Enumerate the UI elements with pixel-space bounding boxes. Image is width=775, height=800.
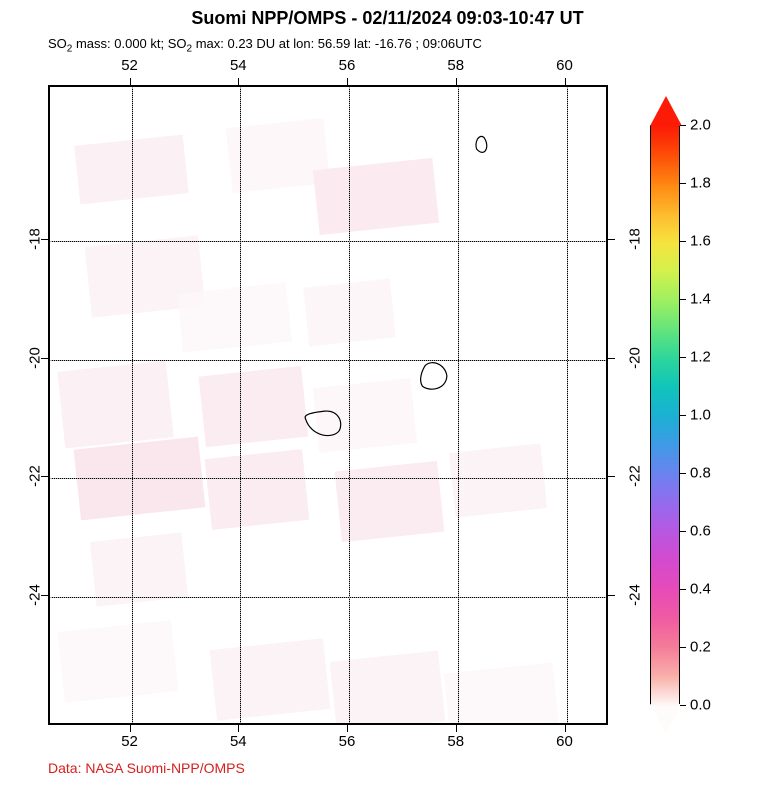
colorbar-tick xyxy=(680,415,686,416)
colorbar-tick-label: 0.2 xyxy=(690,639,711,656)
y-tick-label: -18 xyxy=(26,228,43,250)
colorbar-segment xyxy=(651,184,679,214)
colorbar-tick xyxy=(680,241,686,242)
tick xyxy=(238,78,239,85)
y-tick-label: -22 xyxy=(26,465,43,487)
tick xyxy=(608,239,615,240)
colorbar-tick-label: 0.6 xyxy=(690,523,711,540)
coastlines xyxy=(50,87,608,725)
colorbar-segment xyxy=(651,387,679,417)
x-tick-label: 52 xyxy=(121,733,138,750)
colorbar-segment xyxy=(651,503,679,533)
colorbar-tick xyxy=(680,299,686,300)
x-tick-label: 58 xyxy=(447,733,464,750)
colorbar-segment xyxy=(651,619,679,649)
x-tick-label: 58 xyxy=(447,57,464,74)
island-mauritius xyxy=(421,363,447,390)
y-tick-label: -24 xyxy=(626,584,643,606)
colorbar-segment xyxy=(651,561,679,591)
colorbar-segment xyxy=(651,416,679,446)
colorbar-under-arrow xyxy=(650,704,682,734)
colorbar-tick xyxy=(680,589,686,590)
tick xyxy=(238,725,239,732)
colorbar-tick-label: 0.0 xyxy=(690,697,711,714)
island-reunion xyxy=(305,411,341,435)
x-tick-label: 54 xyxy=(230,57,247,74)
colorbar-tick-label: 1.8 xyxy=(690,175,711,192)
tick xyxy=(130,78,131,85)
colorbar-tick-label: 0.4 xyxy=(690,581,711,598)
colorbar-tick xyxy=(680,357,686,358)
plot-title: Suomi NPP/OMPS - 02/11/2024 09:03-10:47 … xyxy=(191,8,583,29)
data-credit: Data: NASA Suomi-NPP/OMPS xyxy=(48,760,245,776)
x-tick-label: 56 xyxy=(339,57,356,74)
colorbar-tick-label: 2.0 xyxy=(690,117,711,134)
y-tick-label: -18 xyxy=(626,228,643,250)
tick xyxy=(130,725,131,732)
y-tick-label: -20 xyxy=(626,347,643,369)
colorbar-tick-label: 1.4 xyxy=(690,291,711,308)
y-tick-label: -22 xyxy=(626,465,643,487)
colorbar-segment xyxy=(651,358,679,388)
colorbar-tick xyxy=(680,473,686,474)
tick xyxy=(456,725,457,732)
colorbar-segment xyxy=(651,648,679,678)
colorbar-segment xyxy=(651,532,679,562)
colorbar-tick xyxy=(680,531,686,532)
colorbar-tick-label: 1.2 xyxy=(690,349,711,366)
colorbar-segment xyxy=(651,474,679,504)
colorbar-tick-label: 0.8 xyxy=(690,465,711,482)
colorbar-segment xyxy=(651,329,679,359)
y-tick-label: -24 xyxy=(26,584,43,606)
x-tick-label: 52 xyxy=(121,57,138,74)
tick xyxy=(608,595,615,596)
tick xyxy=(347,78,348,85)
y-tick-label: -20 xyxy=(26,347,43,369)
tick xyxy=(608,358,615,359)
colorbar-tick-label: 1.6 xyxy=(690,233,711,250)
island-rodrigues xyxy=(476,136,487,152)
map-plot-area xyxy=(48,85,608,725)
colorbar: PCA SO₂ column TRM [DU] 0.00.20.40.60.81… xyxy=(650,95,760,735)
colorbar-segment xyxy=(651,213,679,243)
tick xyxy=(347,725,348,732)
colorbar-tick-label: 1.0 xyxy=(690,407,711,424)
x-tick-label: 60 xyxy=(556,733,573,750)
colorbar-segment xyxy=(651,677,679,707)
colorbar-segment xyxy=(651,300,679,330)
colorbar-tick xyxy=(680,647,686,648)
plot-subtitle: SO2 mass: 0.000 kt; SO2 max: 0.23 DU at … xyxy=(48,36,482,55)
colorbar-segment xyxy=(651,271,679,301)
colorbar-segment xyxy=(651,126,679,156)
x-tick-label: 60 xyxy=(556,57,573,74)
x-tick-label: 54 xyxy=(230,733,247,750)
tick xyxy=(565,725,566,732)
colorbar-tick xyxy=(680,125,686,126)
tick xyxy=(608,476,615,477)
colorbar-tick xyxy=(680,183,686,184)
tick xyxy=(565,78,566,85)
colorbar-tick xyxy=(680,705,686,706)
colorbar-over-arrow xyxy=(650,96,682,126)
colorbar-segment xyxy=(651,590,679,620)
x-tick-label: 56 xyxy=(339,733,356,750)
colorbar-segment xyxy=(651,155,679,185)
colorbar-segment xyxy=(651,445,679,475)
tick xyxy=(456,78,457,85)
colorbar-segment xyxy=(651,242,679,272)
